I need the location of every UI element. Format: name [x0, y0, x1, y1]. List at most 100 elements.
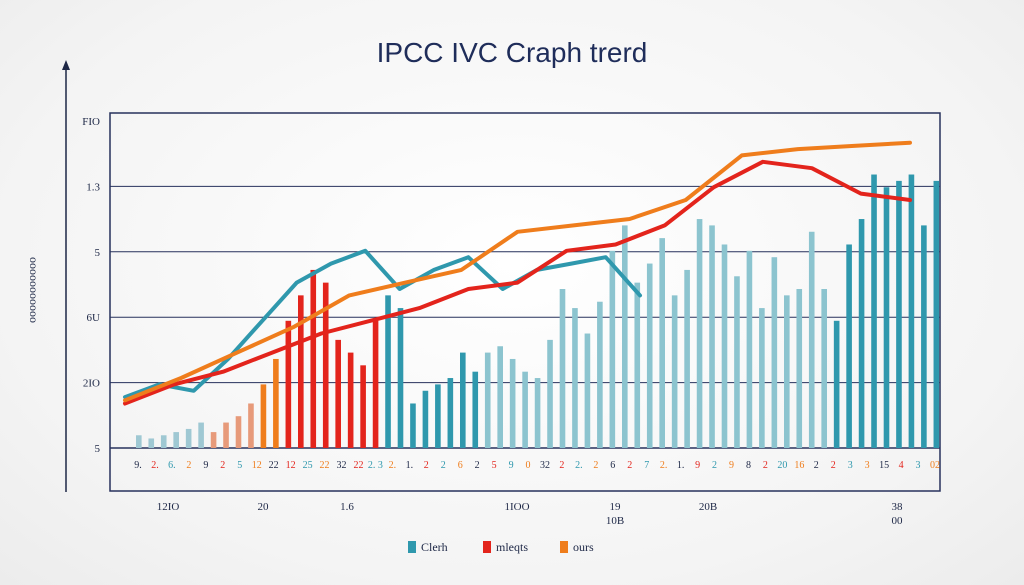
category-label: 15	[879, 460, 889, 471]
y-tick-label: FIO	[82, 116, 100, 128]
category-label: 9	[729, 460, 734, 471]
category-label: 16	[794, 460, 804, 471]
bar	[410, 403, 416, 448]
category-label: 32	[540, 460, 550, 471]
bar	[509, 358, 516, 448]
category-label: 6.	[168, 460, 176, 471]
chart-title: IPCC IVC Craph trerd	[377, 37, 648, 68]
category-label: 1.	[406, 460, 414, 471]
bar	[360, 365, 366, 448]
bar	[547, 339, 553, 448]
category-label: 2. 3	[368, 460, 383, 471]
y-tick-labels: FIO 1.3 5 6U 2IO 5	[82, 116, 100, 455]
bar	[659, 238, 665, 448]
bar	[397, 308, 404, 448]
x-tick-label: 20B	[699, 501, 717, 513]
legend-label: mleqts	[496, 540, 528, 554]
x-tick-sublabel: 10B	[606, 515, 624, 527]
category-label: 5	[237, 460, 242, 471]
bar	[721, 244, 728, 448]
bar	[609, 250, 616, 448]
bar	[460, 352, 466, 448]
bar	[185, 428, 192, 448]
bar	[472, 371, 479, 448]
bar	[584, 333, 591, 448]
x-tick-label: 1IOO	[504, 501, 529, 513]
bar	[372, 320, 379, 448]
category-label: 2	[763, 460, 768, 471]
bar	[534, 378, 541, 448]
bar	[622, 225, 628, 448]
y-tick-label: 1.3	[86, 181, 100, 193]
category-label: 3	[865, 460, 870, 471]
y-tick-label: 5	[95, 443, 101, 455]
bar	[484, 352, 491, 448]
bar	[734, 276, 740, 448]
series-lines	[123, 140, 912, 406]
x-tick-label: 1.6	[340, 501, 354, 513]
legend-swatch	[560, 541, 568, 553]
bar	[435, 384, 441, 448]
y-tick-label: 6U	[87, 312, 101, 324]
category-label: 2	[220, 460, 225, 471]
category-label: 2	[814, 460, 819, 471]
bar	[160, 435, 167, 448]
category-label: 2	[441, 460, 446, 471]
category-label: 22	[353, 460, 363, 471]
category-label: 32	[336, 460, 346, 471]
bar	[447, 378, 454, 448]
category-labels: 9. 2. 6. 2 9 2 5 12 22 12 25 22 32 22 2. 3 2. 1. 2 2 6 2 5 9 0 3…	[134, 460, 940, 471]
bar	[821, 289, 827, 448]
bar	[933, 180, 940, 448]
bar	[908, 174, 915, 448]
legend-swatch	[408, 541, 416, 553]
category-label: 9	[509, 460, 514, 471]
bar	[746, 250, 753, 448]
category-label: 0	[526, 460, 531, 471]
bar	[759, 308, 765, 448]
legend: Clerh mleqts ours	[408, 540, 594, 554]
x-tick-label: 20	[258, 501, 270, 513]
category-label: 2	[424, 460, 429, 471]
x-tick-labels: 12IO 20 1.6 1IOO 19 10B 20B 38 00	[157, 501, 903, 527]
bar	[148, 438, 155, 448]
category-label: 2.	[389, 460, 397, 471]
category-label: 22	[269, 460, 279, 471]
bar	[784, 295, 790, 448]
category-label: 2	[712, 460, 717, 471]
category-label: 9	[203, 460, 208, 471]
bar	[285, 320, 292, 448]
bar	[709, 225, 715, 448]
bar	[696, 219, 703, 448]
x-tick-label: 12IO	[157, 501, 180, 513]
category-label: 12	[252, 460, 262, 471]
bar	[883, 187, 890, 449]
series-line	[123, 159, 912, 406]
bar	[871, 174, 877, 448]
category-label: 9	[695, 460, 700, 471]
bar	[858, 219, 865, 448]
category-label: 6	[610, 460, 615, 471]
bar	[808, 231, 815, 448]
category-label: 25	[303, 460, 313, 471]
bar	[646, 263, 653, 448]
bar	[597, 301, 603, 448]
bar	[634, 282, 641, 448]
x-tick-sublabel: 00	[892, 515, 904, 527]
bar	[522, 371, 528, 448]
legend-label: Clerh	[421, 540, 448, 554]
bar	[335, 339, 341, 448]
bar	[210, 432, 217, 448]
bar	[559, 289, 566, 448]
category-label: 2	[831, 460, 836, 471]
bar	[248, 403, 254, 448]
bar	[771, 257, 778, 448]
category-label: 2	[593, 460, 598, 471]
category-label: 02	[930, 460, 940, 471]
bars	[136, 174, 940, 449]
category-label: 2.	[575, 460, 583, 471]
bar	[846, 244, 852, 448]
category-label: 22	[320, 460, 330, 471]
bar	[422, 390, 429, 448]
